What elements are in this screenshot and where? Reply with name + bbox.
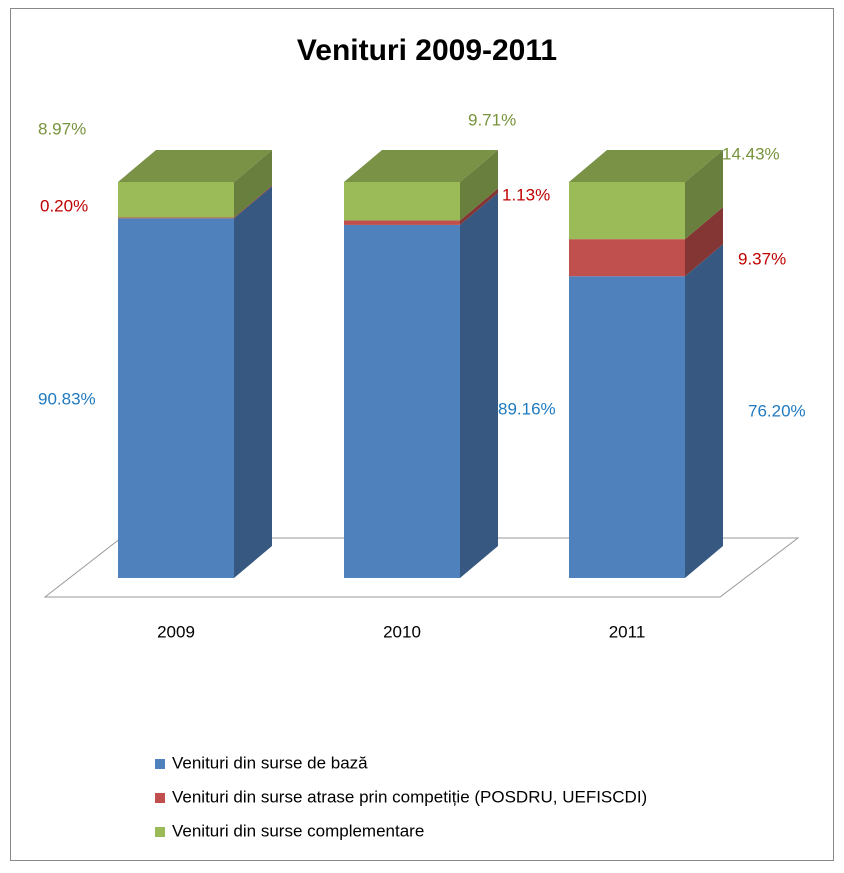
- bar-front: [569, 276, 685, 578]
- bar-side: [685, 207, 723, 277]
- bar-top: [569, 150, 723, 182]
- bar-side: [460, 150, 498, 221]
- x-tick-label: 2010: [383, 622, 421, 641]
- data-label: 9.37%: [738, 249, 786, 268]
- legend-swatch: [155, 793, 165, 803]
- data-label: 76.20%: [748, 401, 806, 420]
- data-label: 1.13%: [502, 185, 550, 204]
- x-tick-label: 2009: [157, 622, 195, 641]
- bar-side: [234, 186, 272, 578]
- legend-label: Venituri din surse de bază: [172, 753, 368, 772]
- legend-label: Venituri din surse complementare: [172, 821, 424, 840]
- legend-swatch: [155, 759, 165, 769]
- bar-side: [234, 150, 272, 218]
- bar-front: [569, 182, 685, 240]
- bar-side: [460, 192, 498, 579]
- bar-front: [344, 224, 460, 579]
- bar-front: [569, 239, 685, 277]
- bar-side: [460, 188, 498, 225]
- bar-side: [685, 150, 723, 240]
- data-label: 8.97%: [38, 119, 86, 138]
- bar-front: [118, 218, 234, 578]
- legend-label: Venituri din surse atrase prin competiți…: [172, 787, 647, 806]
- bar-side: [685, 244, 723, 579]
- bar-front: [118, 217, 234, 219]
- data-label: 0.20%: [40, 196, 88, 215]
- bar-front: [344, 182, 460, 221]
- x-tick-label: 2011: [609, 622, 646, 641]
- data-label: 14.43%: [722, 144, 780, 163]
- data-label: 89.16%: [498, 399, 556, 418]
- chart-title: Venituri 2009-2011: [297, 34, 557, 67]
- bar-front: [344, 220, 460, 225]
- bar-top: [118, 150, 272, 182]
- bar-front: [118, 182, 234, 218]
- data-label: 90.83%: [38, 389, 96, 408]
- data-label: 9.71%: [468, 110, 516, 129]
- bar-side: [234, 185, 272, 219]
- bar-top: [344, 150, 498, 182]
- legend-swatch: [155, 827, 165, 837]
